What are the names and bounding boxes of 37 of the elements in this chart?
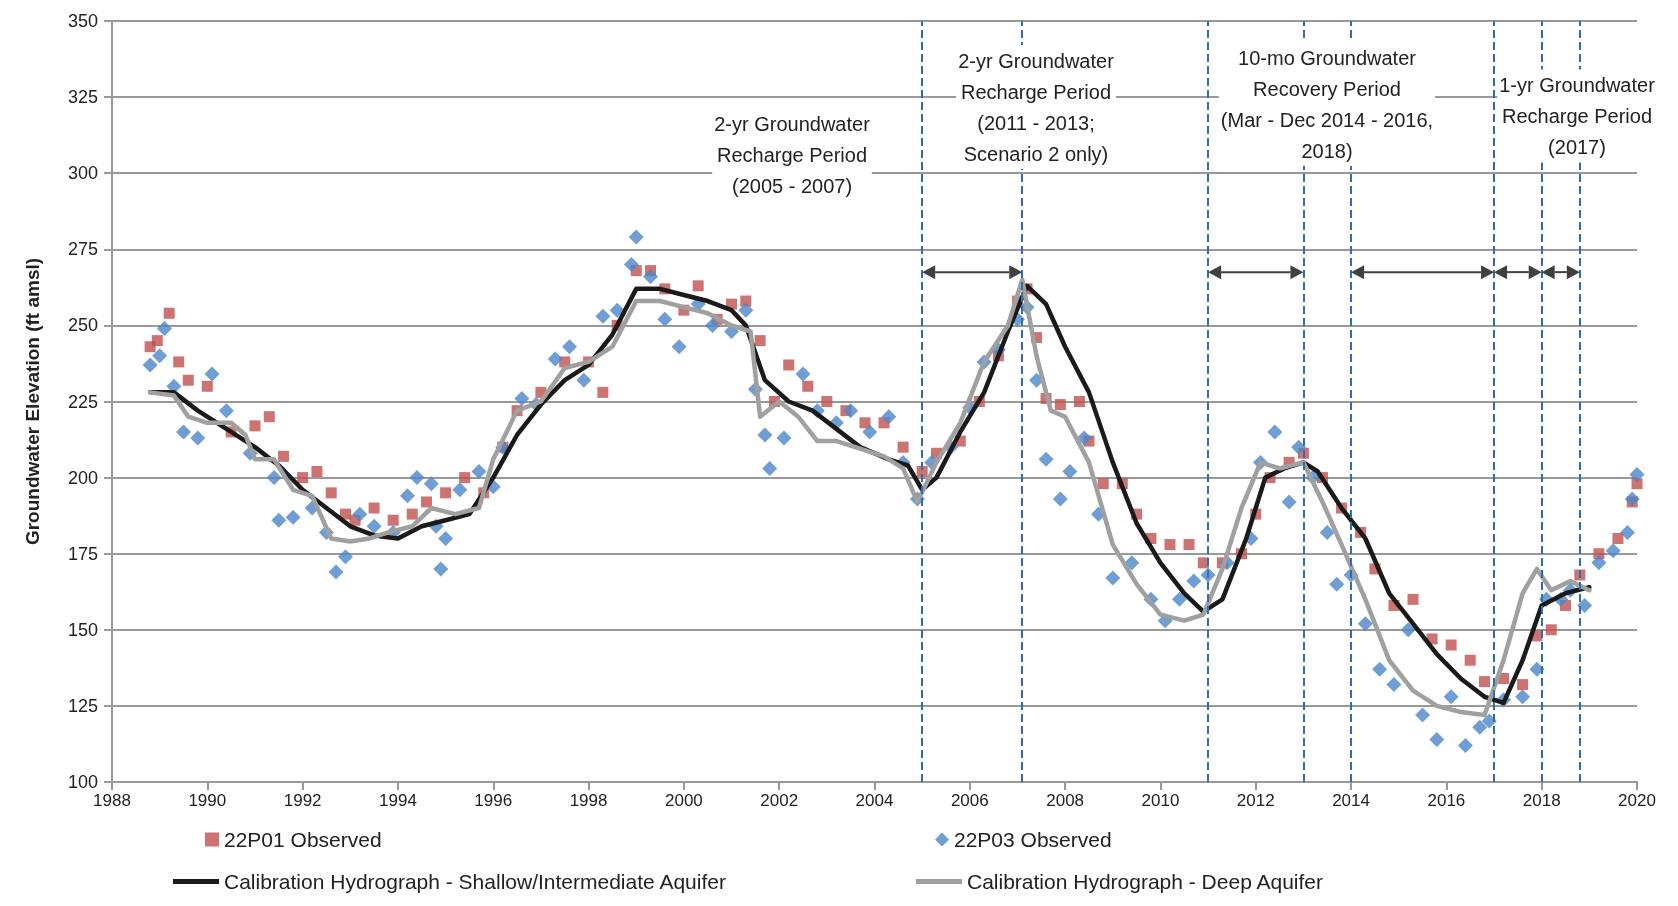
y-tick-label: 200 <box>67 467 98 488</box>
legend-label: 22P03 Observed <box>954 828 1112 851</box>
x-tick-label: 2020 <box>1618 791 1656 810</box>
legend-label: 22P01 Observed <box>224 828 382 851</box>
y-tick-label: 150 <box>67 619 98 640</box>
y-tick-label: 125 <box>67 695 98 716</box>
x-tick-label: 2010 <box>1141 791 1180 810</box>
x-tick-label: 1988 <box>93 791 131 810</box>
x-tick-label: 2012 <box>1236 791 1275 810</box>
x-tick-label: 1990 <box>188 791 227 810</box>
annotation: 10-mo Groundwater Recovery Period (Mar - Dec 2014 - 2016, 2018) <box>1220 46 1434 162</box>
x-tick-label: 2018 <box>1522 791 1561 810</box>
y-tick-label: 250 <box>67 315 98 336</box>
y-tick-label: 175 <box>67 543 98 564</box>
x-tick-label: 2006 <box>950 791 989 810</box>
legend-label: Calibration Hydrograph - Deep Aquifer <box>967 870 1324 893</box>
x-tick-label: 2016 <box>1427 791 1466 810</box>
y-tick-label: 275 <box>67 239 98 260</box>
x-tick-label: 2004 <box>855 791 894 810</box>
x-tick-label: 1998 <box>569 791 608 810</box>
annotation: 2-yr Groundwater Recharge Period (2005 - 2007) <box>714 113 871 197</box>
x-tick-label: 1992 <box>283 791 322 810</box>
legend-label: Calibration Hydrograph - Shallow/Intermediate Aquifer <box>224 870 726 893</box>
annotation: 2-yr Groundwater Recharge Period (2011 - 2013; Scenario 2 only) <box>958 49 1115 165</box>
x-tick-label: 2000 <box>664 791 703 810</box>
x-tick-label: 2014 <box>1332 791 1370 810</box>
y-tick-label: 300 <box>67 163 98 184</box>
y-axis-title: Groundwater Elevation (ft amsl) <box>22 257 43 546</box>
y-tick-label: 225 <box>67 391 98 412</box>
y-tick-label: 350 <box>67 11 98 31</box>
y-tick-label: 325 <box>67 87 98 108</box>
x-tick-label: 2008 <box>1046 791 1085 810</box>
x-tick-label: 1994 <box>379 791 417 810</box>
x-tick-label: 2002 <box>760 791 799 810</box>
annotation: 1-yr Groundwater Recharge Period (2017) <box>1499 74 1656 158</box>
y-tick-label: 100 <box>67 772 98 792</box>
x-tick-label: 1996 <box>474 791 513 810</box>
